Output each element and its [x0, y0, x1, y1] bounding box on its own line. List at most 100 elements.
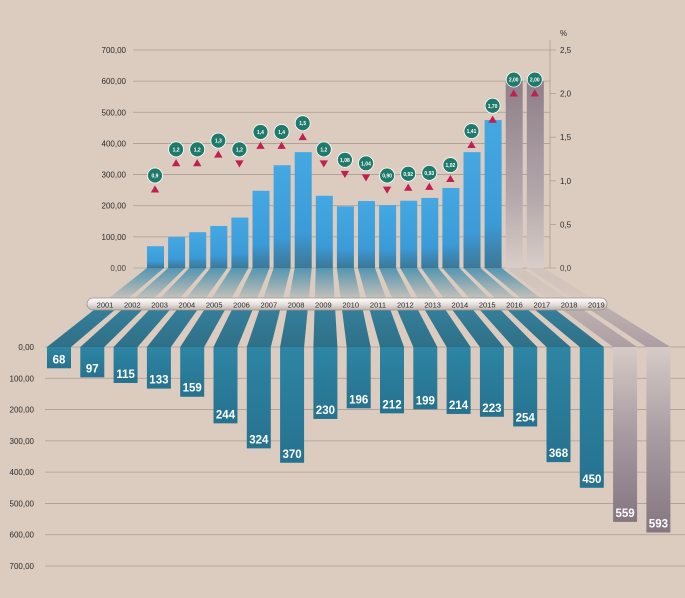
rate-bubble-label: 2,00	[530, 78, 540, 84]
bottom-bar	[380, 347, 404, 414]
triangle-up-icon	[467, 140, 476, 148]
bottom-y-tick-label: 600,00	[10, 531, 35, 540]
bottom-bar-value: 244	[216, 409, 236, 421]
bottom-bar	[446, 347, 471, 414]
rate-markers: 0,9 1,2 1,2 1,3 1,2 1,4 1,4 1,5 1,2 1,08 1,04 0,90 0…	[147, 71, 543, 194]
year-label: 2013	[424, 301, 441, 310]
bottom-y-tick-label: 200,00	[10, 406, 35, 415]
top-bar	[463, 152, 481, 268]
triangle-up-icon	[404, 183, 413, 191]
triangle-up-icon	[277, 141, 286, 149]
triangle-up-icon	[171, 159, 181, 167]
triangle-up-icon	[509, 89, 518, 97]
top-bar	[526, 81, 544, 269]
rate-bubble-label: 1,04	[361, 161, 371, 167]
bottom-bar	[546, 347, 571, 463]
rate-bubble	[294, 115, 311, 132]
rate-bubble-label: 0,93	[424, 171, 434, 177]
bottom-bar-value: 199	[416, 395, 435, 407]
triangle-up-icon	[150, 185, 160, 193]
rate-bubble	[526, 71, 543, 88]
year-strip: 2001 2002 2003 2004 2005 2006 2007 2008 2009 2010…	[86, 297, 608, 311]
bottom-bar	[513, 347, 538, 427]
rate-bubble	[252, 124, 269, 140]
top-bar	[273, 165, 291, 268]
year-label: 2016	[506, 301, 523, 310]
bottom-bar-value: 230	[316, 405, 335, 417]
triangle-up-icon	[446, 174, 455, 182]
year-label: 2017	[533, 301, 550, 310]
bottom-bar-value: 97	[86, 363, 99, 375]
rate-bubble-label: 0,9	[152, 174, 159, 180]
bottom-bar	[646, 347, 671, 533]
year-label: 2018	[561, 301, 578, 310]
top-y-tick-label: 300,00	[102, 171, 127, 180]
rate-bubble	[231, 141, 248, 158]
year-label: 2001	[97, 301, 114, 310]
rate-bubble	[273, 124, 290, 140]
right-y-tick-label: 1,0	[560, 177, 572, 186]
top-bar	[189, 232, 207, 268]
year-label: 2005	[206, 301, 223, 310]
triangle-down-icon	[361, 174, 371, 182]
year-strip-bar	[86, 297, 608, 311]
rate-bubble-label: 1,2	[194, 147, 201, 153]
bottom-bar-value: 254	[516, 412, 536, 424]
top-bar	[358, 201, 375, 268]
top-y-tick-label: 700,00	[102, 46, 127, 55]
bottom-bar	[246, 347, 271, 449]
top-y-tick-label: 600,00	[102, 77, 127, 86]
top-bar	[168, 236, 186, 268]
bottom-bar-value: 223	[482, 403, 501, 415]
triangle-down-icon	[235, 160, 244, 168]
rate-bubble-label: 1,2	[320, 147, 327, 153]
top-bar	[336, 206, 354, 268]
rate-bubble	[463, 123, 480, 139]
year-label: 2003	[151, 301, 168, 310]
bottom-bar-value: 559	[616, 508, 635, 520]
rate-bubble	[421, 165, 438, 181]
rate-bubble-label: 1,4	[278, 130, 285, 136]
bottom-y-tick-label: 500,00	[10, 499, 35, 508]
bottom-bar-value: 68	[53, 354, 66, 366]
bottom-bar	[413, 347, 438, 410]
bottom-y-tick-label: 700,00	[10, 562, 35, 571]
top-chart	[147, 81, 544, 269]
bottom-bar	[113, 347, 138, 383]
rate-bubble	[336, 151, 353, 168]
rate-bubble	[210, 132, 227, 149]
right-y-tick-label: 1,5	[560, 133, 572, 142]
triangle-up-icon	[256, 141, 265, 149]
top-bar	[379, 205, 397, 268]
right-axis-unit: %	[560, 29, 567, 38]
rate-bubble	[379, 167, 396, 184]
year-label: 2008	[288, 301, 305, 310]
triangle-up-icon	[298, 133, 307, 141]
right-y-tick-label: 0,5	[560, 220, 572, 229]
bottom-bar	[213, 347, 238, 424]
triangle-down-icon	[382, 186, 392, 194]
bottom-bar-value: 214	[449, 400, 469, 412]
bottom-bar-value: 212	[382, 399, 401, 411]
bottom-y-tick-label: 0,00	[18, 343, 34, 352]
triangle-up-icon	[425, 182, 434, 190]
rate-bubble-label: 1,2	[236, 147, 243, 153]
bottom-bar	[313, 347, 338, 419]
bottom-bar-value: 368	[549, 448, 569, 460]
top-bar	[252, 190, 270, 268]
top-y-tick-label: 500,00	[102, 108, 127, 117]
top-bar	[147, 246, 164, 268]
rate-bubble-label: 0,90	[382, 174, 392, 180]
rate-bubble	[484, 97, 501, 114]
rate-bubble	[168, 141, 185, 158]
bottom-bar-value: 133	[149, 375, 168, 387]
top-bar	[294, 152, 312, 268]
bottom-bar	[479, 347, 504, 417]
rate-bubble-label: 2,00	[509, 78, 519, 84]
bottom-bar-value: 593	[649, 519, 668, 531]
rate-bubble-label: 1,5	[299, 121, 306, 127]
rate-bubble	[358, 155, 374, 172]
year-label: 2009	[315, 301, 332, 310]
year-label: 2004	[179, 301, 196, 310]
